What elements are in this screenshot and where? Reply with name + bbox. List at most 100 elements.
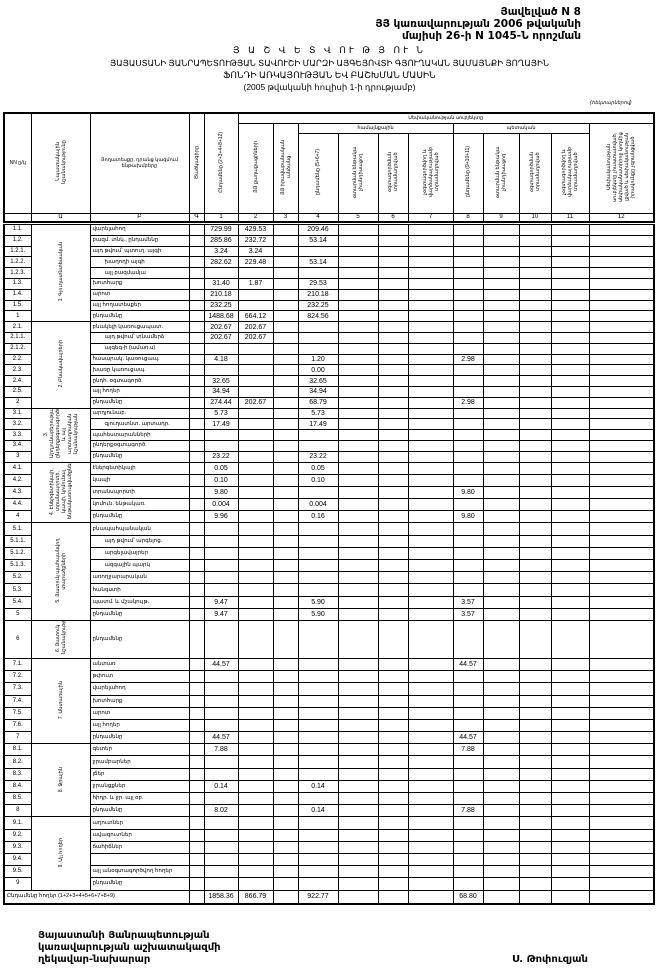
value-col8 [452, 267, 484, 279]
value-col1: 5.73 [203, 407, 239, 420]
value-col9 [482, 657, 520, 672]
value-col5 [337, 706, 379, 720]
value-col3 [272, 607, 299, 621]
value-col1: 4.18 [203, 353, 239, 366]
value-col1: 8.02 [203, 804, 239, 818]
land-type-name: ընդամենը [89, 619, 190, 659]
code-cell [188, 583, 205, 597]
value-col7 [407, 321, 454, 333]
value-col9 [482, 559, 520, 573]
value-col2 [237, 534, 274, 548]
table-row: 1.2. բազմ. տնկ., ընդամենը 285.86 232.72 53.1… [3, 234, 655, 247]
value-col3 [272, 767, 299, 781]
code-cell [188, 450, 205, 463]
value-col1 [203, 865, 239, 879]
header-code: Ծածկագիրը [188, 112, 205, 214]
value-col5 [337, 718, 379, 733]
value-col6 [377, 731, 409, 745]
value-col12 [588, 485, 655, 500]
value-col10 [518, 583, 552, 597]
value-col8 [452, 559, 484, 573]
value-col4 [297, 840, 339, 854]
code-cell [188, 473, 205, 487]
row-number: 5.4. [3, 595, 32, 609]
value-col2 [237, 473, 274, 487]
value-col1 [203, 792, 239, 806]
value-col4 [297, 583, 339, 597]
land-type-name: այդ թվում՝ պտուղ. այգի [89, 245, 190, 258]
value-col3 [272, 670, 299, 684]
value-col9 [482, 510, 520, 524]
value-col11 [550, 267, 590, 279]
value-col1: 285.86 [203, 234, 239, 247]
value-col6 [377, 607, 409, 621]
land-type-name: այլ անօգտագործվող հողեր [89, 865, 190, 879]
value-col6 [377, 473, 409, 487]
value-col9 [482, 682, 520, 696]
value-col7 [407, 461, 454, 475]
value-col8 [452, 429, 484, 441]
value-col1: 32.65 [203, 375, 239, 387]
value-col9 [482, 743, 520, 757]
value-col1: 282.62 [203, 256, 239, 269]
section-label: 6. Յատուկ նշանակության [30, 619, 91, 659]
row-number: 3 [3, 450, 32, 463]
land-type-name: ընդամենը [89, 510, 190, 524]
header-col10-text: օգտագործման տրամադրված [529, 151, 541, 193]
value-col10 [518, 299, 552, 312]
value-col9 [482, 522, 520, 536]
table-row: 3 ընդամենը 23.22 23.22 [3, 450, 655, 463]
table-row: 4.3. տրանսպորտի 9.80 9.80 [3, 485, 655, 500]
table-row: 3.3. պահեստարանների [3, 429, 655, 441]
table-row: 8.2. ջրամբարներ [3, 755, 655, 769]
value-col3 [272, 779, 299, 794]
value-col10 [518, 429, 552, 441]
row-number: 7.4. [3, 694, 32, 708]
value-col10 [518, 277, 552, 290]
land-type-name: ջրանցքներ [89, 779, 190, 794]
value-col12 [588, 439, 655, 452]
value-col6 [377, 277, 409, 290]
value-col6 [377, 755, 409, 769]
value-col2 [237, 779, 274, 794]
value-col2 [237, 559, 274, 573]
value-col12 [588, 256, 655, 269]
section-label-text: 1. Գյուղատնտեսական [57, 242, 64, 302]
value-col2: 202.67 [237, 396, 274, 409]
value-col10 [518, 670, 552, 684]
value-col6 [377, 571, 409, 585]
value-col2 [237, 731, 274, 745]
value-col1 [203, 694, 239, 708]
value-col8 [452, 682, 484, 696]
table-row: 2.1.1. այդ թվում՝ տնամերձ 202.67 202.67 [3, 331, 655, 344]
value-col2 [237, 792, 274, 806]
value-col11 [550, 559, 590, 573]
code-cell [188, 706, 205, 720]
value-col4: 5.90 [297, 607, 339, 621]
land-type-name: այլ հողեր [89, 718, 190, 733]
value-col10 [518, 767, 552, 781]
annex-date: մայիսի 26-ի N 1045-Ն որոշման [402, 30, 581, 42]
code-cell [188, 288, 205, 301]
table-row: 2.2. հասարակ. կառուցապ. 4.18 1.20 2.98 [3, 353, 655, 366]
land-type-name: բազմ. տնկ., ընդամենը [89, 234, 190, 247]
value-col11 [550, 234, 590, 247]
table-row: 9.2. ավազուտներ [3, 828, 655, 842]
value-col8 [452, 375, 484, 387]
table-row: 9.1. 9. Այլ հողեր աղուտներ [3, 816, 655, 891]
column-number-12: 9 [482, 212, 520, 223]
value-col8 [452, 385, 484, 398]
table-row: 1.5. այլ հողատեսքեր 232.25 232.25 [3, 299, 655, 312]
value-col12 [588, 706, 655, 720]
land-type-name: առողջարարական [89, 571, 190, 585]
value-col1: 7.88 [203, 743, 239, 757]
land-type-name: ճահիճներ [89, 840, 190, 854]
header-col5: օտարման ենթակա չհանդիսացող [337, 132, 379, 214]
value-col12 [588, 559, 655, 573]
value-col1: 202.67 [203, 321, 239, 333]
value-col8 [452, 534, 484, 548]
land-type-name: էներգետիկայի [89, 461, 190, 475]
value-col6 [377, 828, 409, 842]
value-col8 [452, 224, 484, 236]
header-col12: Սեփականության սուբյեկտը չհաստատված, սեփա… [588, 122, 655, 214]
